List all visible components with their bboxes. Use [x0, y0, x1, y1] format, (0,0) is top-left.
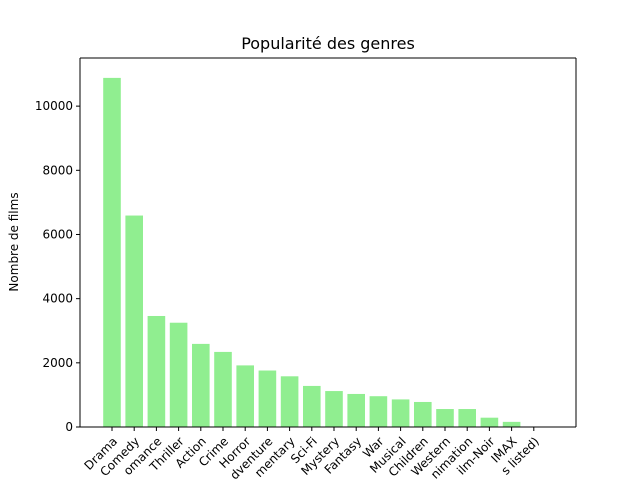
bar-children [414, 401, 432, 427]
bar-drama [103, 77, 121, 427]
bar-thriller [169, 322, 188, 427]
bar-crime [214, 351, 232, 427]
y-tick-label: 2000 [42, 356, 73, 370]
bar-western [436, 409, 454, 427]
y-tick-label: 10000 [35, 99, 73, 113]
bar-imax [502, 421, 521, 427]
bar-fantasy [347, 393, 365, 427]
bar-action [192, 343, 210, 427]
y-axis-label: Nombre de films [7, 192, 21, 291]
plot-area: 0200040006000800010000DramaComedyomanceT… [35, 57, 577, 480]
bar-animation [458, 409, 476, 427]
bar-sci-fi [303, 385, 321, 427]
bar-romance [147, 315, 166, 427]
bar-musical [391, 399, 410, 427]
bar-comedy [125, 215, 143, 427]
bar-film-noir [480, 417, 499, 427]
bar-adventure [258, 370, 277, 427]
bar-horror [236, 365, 254, 427]
y-tick-label: 8000 [42, 163, 73, 177]
y-tick-label: 0 [65, 420, 73, 434]
bar-mystery [325, 391, 343, 427]
y-tick-label: 6000 [42, 227, 73, 241]
chart-title: Popularité des genres [241, 34, 415, 53]
bar-documentary [280, 376, 299, 427]
y-tick-label: 4000 [42, 292, 73, 306]
bar-war [369, 396, 388, 427]
